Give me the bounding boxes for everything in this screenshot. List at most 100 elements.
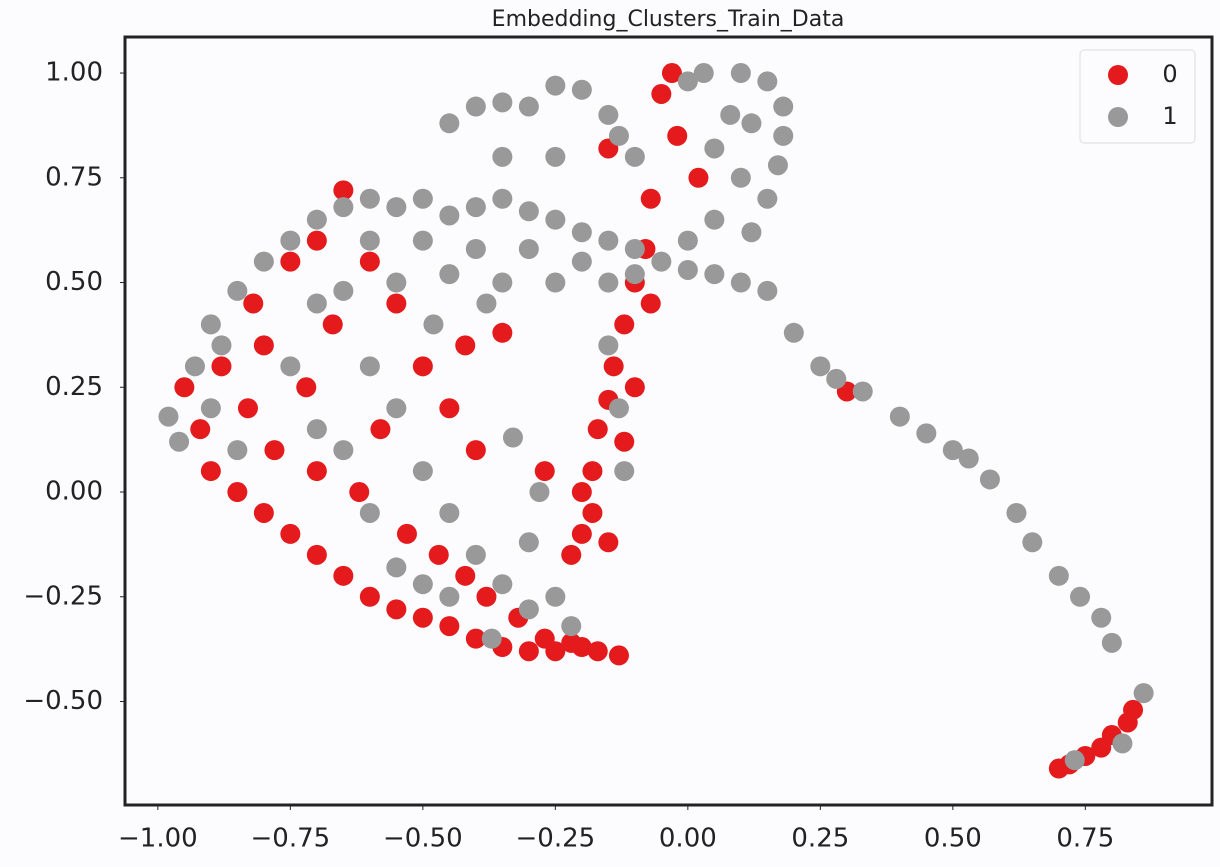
point [359,188,380,209]
point [306,230,327,251]
point [571,79,592,100]
x-tick-label: 0.25 [791,824,849,854]
point [481,628,502,649]
point [545,641,566,662]
point [741,222,762,243]
point [333,180,354,201]
point [333,440,354,461]
point [280,523,301,544]
point [783,322,804,343]
point [571,251,592,272]
point [253,251,274,272]
y-tick-label: 0.75 [45,162,103,192]
point [640,188,661,209]
point [359,230,380,251]
point [624,146,645,167]
point [306,461,327,482]
point [306,209,327,230]
point [958,448,979,469]
point [598,104,619,125]
point [412,356,433,377]
point [476,293,497,314]
point [693,63,714,84]
point [545,75,566,96]
point [587,641,608,662]
point [608,645,629,666]
point [428,544,449,565]
point [667,125,688,146]
point [624,377,645,398]
point [518,641,539,662]
point [412,607,433,628]
point [169,431,190,452]
point [386,599,407,620]
point [296,377,317,398]
point [651,83,672,104]
point [545,272,566,293]
point [465,628,486,649]
chart-title: Embedding_Clusters_Train_Data [492,7,845,32]
point [624,239,645,260]
point [492,92,513,113]
point [688,167,709,188]
point [227,482,248,503]
point [640,293,661,314]
point [502,427,523,448]
point [730,167,751,188]
point [386,197,407,218]
point [1123,699,1144,720]
point [608,125,629,146]
x-tick-label: −0.50 [383,824,463,854]
point [476,586,497,607]
point [730,272,751,293]
point [518,532,539,553]
y-tick-label: 0.25 [45,372,103,402]
point [1112,733,1133,754]
point [979,469,1000,490]
point [571,222,592,243]
point [757,71,778,92]
point [492,322,513,343]
point [280,230,301,251]
point [614,461,635,482]
point [253,335,274,356]
point [264,440,285,461]
point [465,239,486,260]
point [571,637,592,658]
point [518,96,539,117]
point [518,239,539,260]
point [439,205,460,226]
point [582,461,603,482]
point [677,259,698,280]
point [396,523,417,544]
point [465,544,486,565]
point [423,314,444,335]
point [439,264,460,285]
point [174,377,195,398]
point [492,272,513,293]
point [1022,532,1043,553]
point [306,419,327,440]
point [211,335,232,356]
point [492,574,513,595]
x-tick-label: −0.25 [516,824,596,854]
point [614,431,635,452]
x-tick-label: −1.00 [118,824,198,854]
point [200,398,221,419]
point [359,586,380,607]
point [190,419,211,440]
point [767,155,788,176]
point [439,398,460,419]
point [598,335,619,356]
point [1064,750,1085,771]
point [942,440,963,461]
point [518,201,539,222]
point [1048,565,1069,586]
point [333,280,354,301]
point [412,188,433,209]
point [322,314,343,335]
point [889,406,910,427]
point [704,209,725,230]
point [386,398,407,419]
y-tick-label: 0.00 [45,477,103,507]
